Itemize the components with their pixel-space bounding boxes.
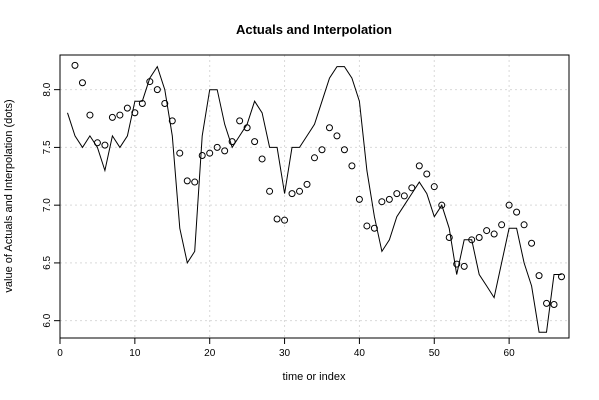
actual-point bbox=[550, 301, 558, 309]
actual-point bbox=[168, 117, 176, 125]
actual-point bbox=[528, 239, 536, 247]
x-tick-label: 30 bbox=[279, 348, 291, 359]
y-tick-label: 6.0 bbox=[42, 313, 53, 327]
actual-point bbox=[78, 79, 86, 87]
actual-point bbox=[71, 61, 79, 69]
chart-title: Actuals and Interpolation bbox=[236, 22, 392, 37]
actual-point bbox=[370, 224, 378, 232]
actual-point bbox=[378, 198, 386, 206]
x-axis: 0 10 20 30 40 50 60 bbox=[57, 337, 516, 359]
actual-point bbox=[281, 216, 289, 224]
actuals-points bbox=[71, 61, 566, 309]
actual-point bbox=[296, 187, 304, 195]
actual-point bbox=[288, 190, 296, 198]
actual-point bbox=[408, 184, 416, 192]
actual-point bbox=[340, 146, 348, 154]
y-tick-label: 6.5 bbox=[42, 256, 53, 270]
actual-point bbox=[116, 111, 124, 119]
actual-point bbox=[453, 260, 461, 268]
actual-point bbox=[490, 230, 498, 238]
actual-point bbox=[251, 138, 259, 146]
y-tick-label: 7.5 bbox=[42, 140, 53, 154]
actual-point bbox=[318, 146, 326, 154]
actual-point bbox=[243, 124, 251, 132]
actual-point bbox=[543, 299, 551, 307]
actual-point bbox=[513, 208, 521, 216]
actual-point bbox=[191, 178, 199, 186]
actual-point bbox=[86, 111, 94, 119]
actual-point bbox=[213, 143, 221, 151]
actual-point bbox=[535, 272, 543, 280]
actual-point bbox=[558, 273, 566, 281]
actual-point bbox=[423, 170, 431, 178]
actual-point bbox=[93, 139, 101, 147]
actual-point bbox=[236, 117, 244, 125]
actual-point bbox=[445, 234, 453, 242]
actual-point bbox=[146, 78, 154, 86]
actual-point bbox=[311, 154, 318, 162]
x-tick-label: 0 bbox=[57, 348, 63, 359]
actual-point bbox=[355, 195, 363, 203]
actual-point bbox=[101, 141, 109, 149]
actual-point bbox=[438, 201, 446, 209]
actual-point bbox=[348, 162, 356, 170]
actual-point bbox=[258, 155, 266, 163]
x-tick-label: 50 bbox=[429, 348, 441, 359]
x-tick-label: 60 bbox=[504, 348, 516, 359]
y-tick-label: 7.0 bbox=[42, 198, 53, 212]
y-axis: 6.0 6.5 7.0 7.5 8.0 bbox=[42, 82, 61, 328]
actual-point bbox=[400, 192, 408, 200]
grid bbox=[59, 55, 569, 338]
x-tick-label: 40 bbox=[354, 348, 366, 359]
actual-point bbox=[393, 190, 401, 198]
actual-point bbox=[161, 100, 169, 108]
actual-point bbox=[520, 221, 528, 229]
x-axis-label: time or index bbox=[283, 371, 346, 383]
actual-point bbox=[505, 201, 513, 209]
actual-point bbox=[221, 147, 229, 155]
actual-point bbox=[333, 132, 341, 140]
actual-point bbox=[266, 187, 274, 195]
actual-point bbox=[363, 222, 371, 230]
actual-point bbox=[138, 100, 146, 108]
actual-point bbox=[131, 109, 139, 117]
actual-point bbox=[108, 113, 116, 121]
actual-point bbox=[498, 221, 506, 229]
actual-point bbox=[475, 234, 483, 242]
actual-point bbox=[183, 177, 191, 185]
actual-point bbox=[198, 151, 206, 159]
actual-point bbox=[460, 262, 468, 270]
actual-point bbox=[483, 227, 491, 235]
y-tick-label: 8.0 bbox=[42, 82, 53, 96]
actual-point bbox=[228, 138, 236, 146]
actual-point bbox=[176, 149, 184, 157]
actual-point bbox=[303, 180, 311, 188]
actual-point bbox=[468, 236, 476, 244]
actual-point bbox=[206, 149, 214, 157]
actual-point bbox=[430, 183, 438, 191]
x-tick-label: 20 bbox=[204, 348, 216, 359]
x-tick-label: 10 bbox=[129, 348, 141, 359]
y-axis-label: value of Actuals and Interpolation (dots… bbox=[3, 99, 15, 292]
actual-point bbox=[153, 86, 161, 94]
actual-point bbox=[415, 162, 423, 170]
actual-point bbox=[273, 215, 281, 223]
actual-point bbox=[123, 104, 131, 112]
actual-point bbox=[325, 124, 333, 132]
actual-point bbox=[385, 195, 393, 203]
